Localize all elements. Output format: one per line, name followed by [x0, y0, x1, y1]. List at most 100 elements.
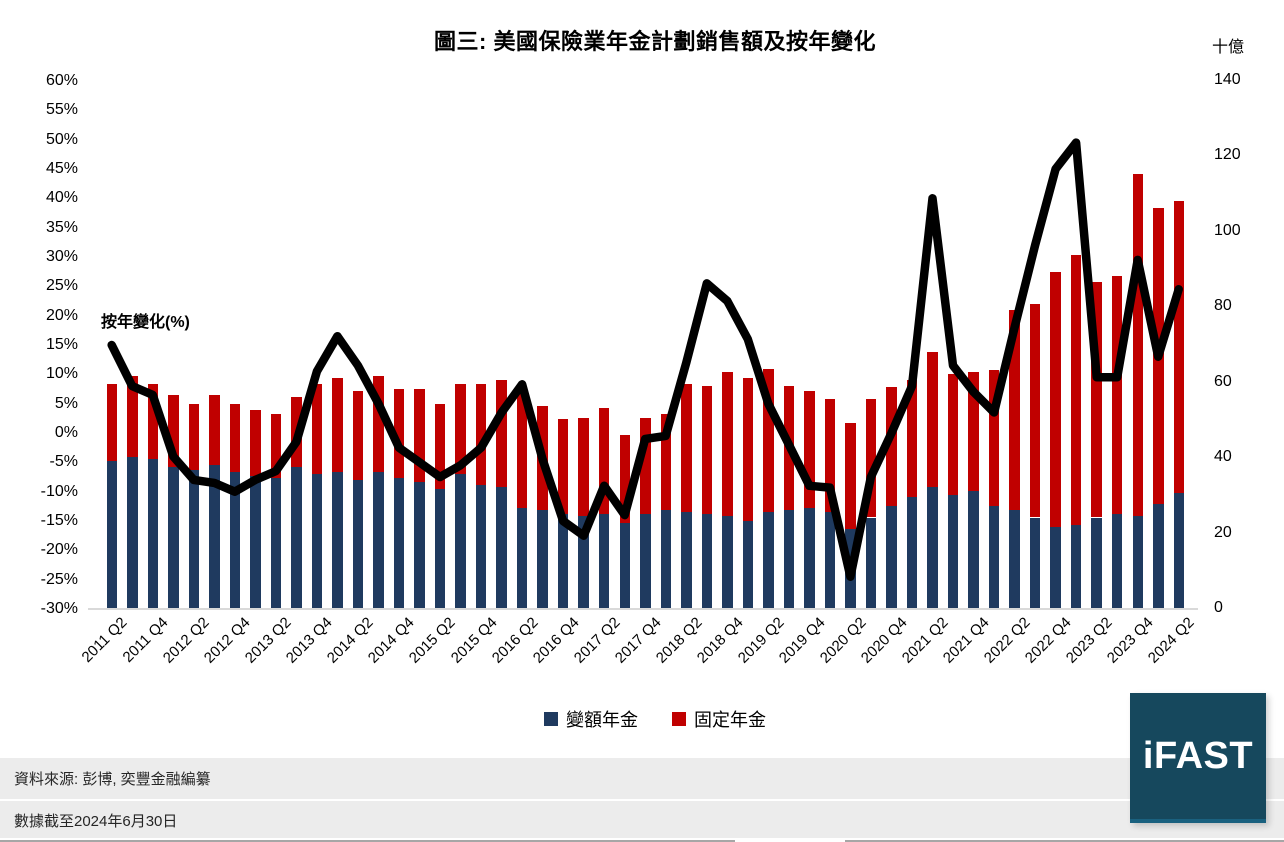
bar-segment-variable — [496, 487, 507, 608]
footer-source-text: 資料來源: 彭博, 奕豐金融編纂 — [14, 771, 211, 788]
bar-segment-variable — [906, 496, 918, 608]
right-axis-tick: 100 — [1214, 221, 1241, 239]
bar-segment-variable — [209, 464, 220, 608]
bar-segment-variable — [188, 470, 199, 608]
left-axis-tick: -25% — [40, 570, 78, 588]
left-axis-tick: -20% — [40, 541, 78, 559]
bar-segment-fixed — [701, 385, 712, 514]
left-axis-tick: 25% — [45, 277, 78, 295]
bar-segment-variable — [804, 508, 815, 608]
fixed-annuity-swatch-icon — [672, 712, 686, 726]
bar-segment-variable — [352, 479, 364, 608]
bar-segment-variable — [701, 513, 712, 608]
left-axis-tick: -15% — [40, 512, 78, 529]
chart-title: 圖三: 美國保險業年金計劃銷售額及按年變化 — [434, 29, 876, 54]
bar-segment-fixed — [619, 434, 630, 524]
bar-segment-variable — [1153, 504, 1164, 608]
left-axis-tick: -30% — [40, 600, 78, 617]
bar-segment-fixed — [475, 383, 487, 486]
bar-segment-fixed — [311, 383, 323, 475]
left-axis-tick: 0% — [54, 424, 78, 441]
ifast-logo: iFAST — [1130, 693, 1266, 823]
bar-segment-variable — [968, 491, 979, 608]
right-axis-tick: 0 — [1214, 599, 1223, 616]
bar-segment-fixed — [947, 374, 959, 495]
chart-legend: 變額年金 固定年金 — [90, 706, 1220, 732]
bar-segment-fixed — [783, 385, 795, 510]
bar-segment-variable — [722, 515, 733, 608]
legend-label-fixed-annuity: 固定年金 — [694, 710, 766, 730]
bar-segment-fixed — [373, 376, 384, 473]
bar-segment-variable — [824, 511, 836, 608]
bar-segment-fixed — [537, 406, 548, 510]
bar-segment-variable — [516, 508, 528, 608]
bar-segment-variable — [270, 477, 282, 608]
bar-segment-variable — [455, 474, 466, 608]
bar-segment-fixed — [106, 383, 117, 461]
bar-segment-variable — [557, 513, 569, 608]
bar-segment-variable — [865, 517, 877, 608]
bottom-divider-line — [0, 840, 1284, 842]
bar-segment-variable — [332, 472, 343, 608]
bar-segment-fixed — [1132, 174, 1143, 516]
bar-segment-fixed — [927, 351, 938, 488]
variable-annuity-swatch-icon — [544, 712, 558, 726]
bar-segment-variable — [168, 466, 179, 608]
bar-segment-variable — [783, 509, 795, 608]
bar-segment-fixed — [414, 389, 425, 482]
bar-segment-fixed — [291, 396, 302, 467]
bar-segment-fixed — [332, 377, 343, 473]
bar-segment-variable — [414, 481, 425, 608]
bar-segment-variable — [250, 476, 261, 608]
bar-segment-variable — [393, 477, 405, 608]
bar-segment-variable — [1091, 517, 1102, 608]
bar-segment-fixed — [455, 383, 466, 475]
bar-segment-fixed — [968, 372, 979, 492]
right-axis-tick: 20 — [1214, 523, 1232, 541]
bar-segment-fixed — [722, 372, 733, 516]
left-axis-tick: -5% — [49, 453, 78, 471]
right-axis-unit-label: 十億 — [1212, 39, 1245, 56]
bar-segment-fixed — [557, 419, 569, 514]
left-axis-tick: 30% — [45, 248, 78, 265]
bar-segment-variable — [927, 487, 938, 608]
bar-segment-variable — [660, 509, 671, 608]
bar-segment-variable — [434, 489, 446, 608]
footer-band-source — [0, 758, 1284, 799]
bar-segment-variable — [763, 511, 774, 608]
left-axis-tick: 55% — [45, 101, 78, 119]
bar-segment-fixed — [1091, 281, 1102, 518]
right-axis-tick: 120 — [1214, 146, 1241, 164]
bar-segment-fixed — [1050, 272, 1061, 527]
line-annotation-label: 按年變化(%) — [101, 314, 190, 331]
left-axis-tick: 60% — [45, 72, 78, 89]
bar-segment-variable — [947, 494, 959, 608]
bar-segment-variable — [988, 506, 1000, 608]
bar-segment-fixed — [147, 383, 158, 459]
bar-segment-fixed — [434, 404, 446, 490]
left-axis-tick: 15% — [45, 336, 78, 353]
bar-segment-fixed — [988, 370, 1000, 507]
bar-segment-fixed — [640, 417, 651, 514]
bar-segment-fixed — [660, 413, 671, 510]
legend-label-variable-annuity: 變額年金 — [566, 710, 638, 730]
left-axis-tick: 45% — [45, 160, 78, 177]
bar-segment-fixed — [127, 376, 138, 458]
bar-segment-variable — [742, 521, 754, 608]
bar-segment-fixed — [1173, 200, 1184, 493]
bar-segment-variable — [229, 472, 241, 608]
bar-segment-fixed — [1111, 276, 1123, 514]
legend-item-variable-annuity: 變額年金 — [544, 706, 638, 732]
left-axis-tick: -10% — [40, 482, 78, 500]
bar-segment-fixed — [742, 377, 754, 522]
bar-segment-variable — [845, 528, 856, 608]
bar-segment-variable — [1111, 513, 1123, 608]
bar-segment-variable — [578, 515, 589, 608]
right-axis-tick: 80 — [1214, 297, 1232, 315]
bar-segment-variable — [619, 523, 630, 608]
bar-segment-fixed — [209, 394, 220, 465]
bar-segment-fixed — [496, 379, 507, 488]
bar-segment-variable — [311, 474, 323, 608]
left-axis-tick: 50% — [45, 130, 78, 148]
bar-segment-variable — [1009, 509, 1020, 608]
